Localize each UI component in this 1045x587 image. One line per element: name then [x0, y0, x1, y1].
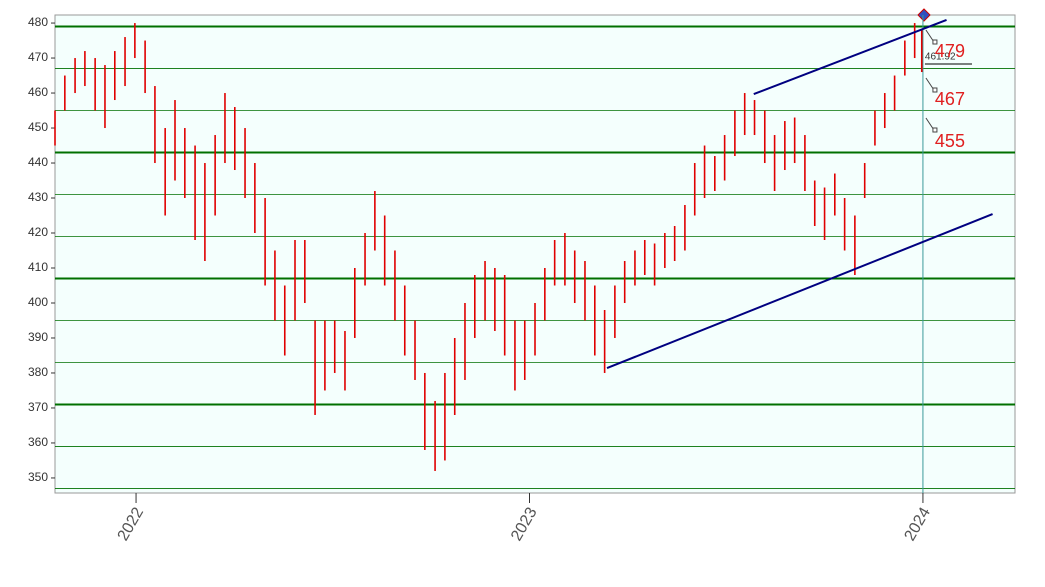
target-label: 467: [935, 89, 965, 109]
x-tick-label: 2023: [508, 505, 541, 544]
y-tick-label: 450: [28, 120, 48, 134]
target-box: [932, 87, 938, 93]
trendline: [606, 213, 993, 370]
y-tick-label: 390: [28, 330, 48, 344]
y-tick-label: 420: [28, 225, 48, 239]
y-tick-label: 440: [28, 155, 48, 169]
target-box: [932, 39, 938, 45]
y-tick-label: 470: [28, 50, 48, 64]
y-tick-label: 350: [28, 470, 48, 484]
x-tick-label: 2022: [115, 505, 148, 544]
y-tick-label: 480: [28, 15, 48, 29]
plot-area: [54, 14, 1016, 494]
trendline: [753, 18, 947, 96]
x-tick-label: 2024: [902, 505, 935, 544]
y-tick-label: 370: [28, 400, 48, 414]
y-tick-label: 400: [28, 295, 48, 309]
target-label: 455: [935, 131, 965, 151]
target-box: [932, 127, 938, 133]
target-label: 479: [935, 41, 965, 61]
marker-diamond: [917, 8, 931, 22]
y-tick-label: 380: [28, 365, 48, 379]
last-price-label: 461.92: [925, 52, 956, 63]
y-tick-label: 410: [28, 260, 48, 274]
y-tick-label: 460: [28, 85, 48, 99]
y-tick-label: 430: [28, 190, 48, 204]
y-tick-label: 360: [28, 435, 48, 449]
